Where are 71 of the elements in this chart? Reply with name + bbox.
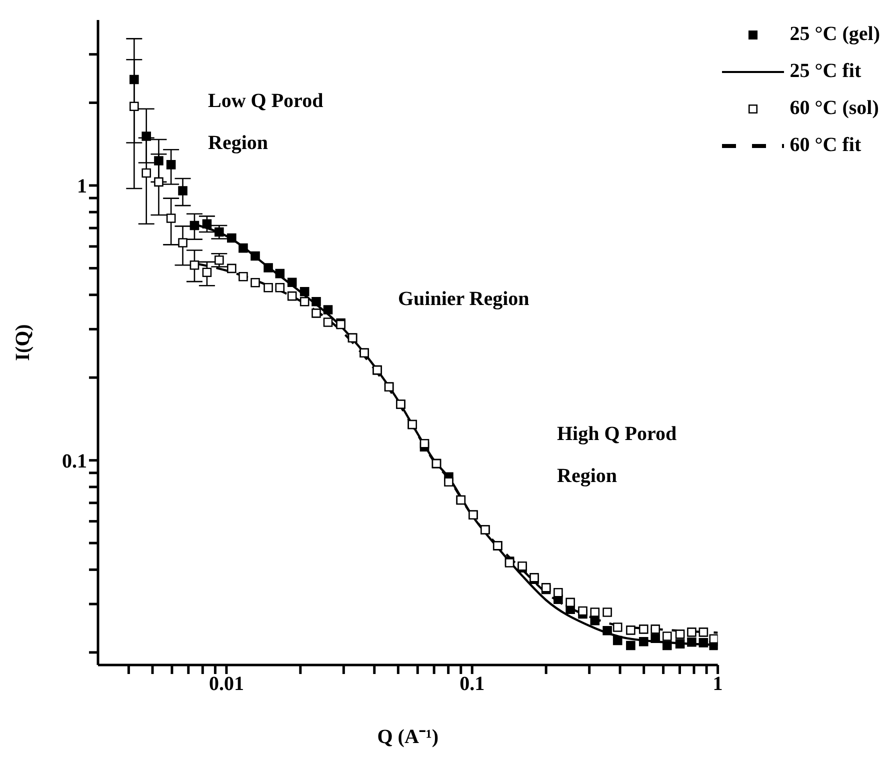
point (250, 278, 260, 288)
point (602, 608, 612, 617)
point (142, 132, 152, 141)
point (420, 438, 430, 448)
point (650, 624, 660, 634)
point (214, 227, 224, 237)
point (662, 640, 672, 650)
point (250, 251, 260, 261)
point (612, 636, 622, 646)
point (287, 291, 297, 301)
legend-label: 25 °C (gel) (790, 23, 880, 46)
x-tick-label: 1 (712, 673, 723, 696)
point (578, 606, 588, 616)
annotation: High Q Porod Region (557, 422, 678, 489)
point (687, 628, 696, 637)
point (275, 282, 285, 292)
point (675, 639, 685, 648)
legend-label: 60 °C (sol) (790, 97, 879, 120)
point (602, 626, 612, 636)
x-tick-label: 0.1 (460, 673, 485, 696)
point (227, 233, 236, 243)
point (300, 286, 310, 296)
point (264, 282, 273, 292)
point (698, 628, 708, 637)
point (214, 255, 224, 265)
legend-label: 60 °C fit (790, 134, 862, 157)
point (275, 268, 285, 278)
point (312, 308, 321, 318)
point (566, 598, 575, 608)
point (626, 640, 636, 650)
point (202, 268, 212, 277)
y-axis-title: I(Q) (12, 324, 34, 361)
point (154, 156, 164, 166)
point (202, 219, 212, 229)
point (662, 632, 672, 641)
point (227, 264, 236, 274)
point (312, 296, 321, 306)
point (590, 616, 600, 626)
point (675, 630, 685, 639)
point (154, 177, 164, 187)
point (190, 260, 200, 270)
point (238, 272, 248, 282)
x-axis-title: Q (A⁻¹) (377, 726, 439, 748)
point (698, 638, 708, 648)
x-tick-label: 0.01 (208, 673, 244, 696)
point (142, 168, 152, 178)
point (130, 74, 139, 84)
legend-label: 25 °C fit (790, 60, 862, 83)
point (612, 622, 622, 632)
annotation: Guinier Region (398, 287, 530, 312)
point (300, 296, 310, 306)
point (687, 637, 696, 647)
point (590, 608, 600, 617)
point (638, 636, 648, 646)
point (178, 238, 188, 248)
point (638, 624, 648, 634)
annotation: Low Q Porod Region (208, 89, 324, 156)
point (190, 220, 200, 230)
point (287, 278, 297, 288)
point (650, 634, 660, 644)
point (626, 626, 636, 635)
point (323, 318, 333, 327)
point (130, 102, 139, 112)
point (444, 477, 454, 486)
point (166, 160, 176, 170)
point (238, 243, 248, 253)
point (554, 588, 563, 598)
point (178, 186, 188, 196)
point (323, 305, 333, 314)
point (166, 214, 176, 223)
point (264, 263, 273, 272)
